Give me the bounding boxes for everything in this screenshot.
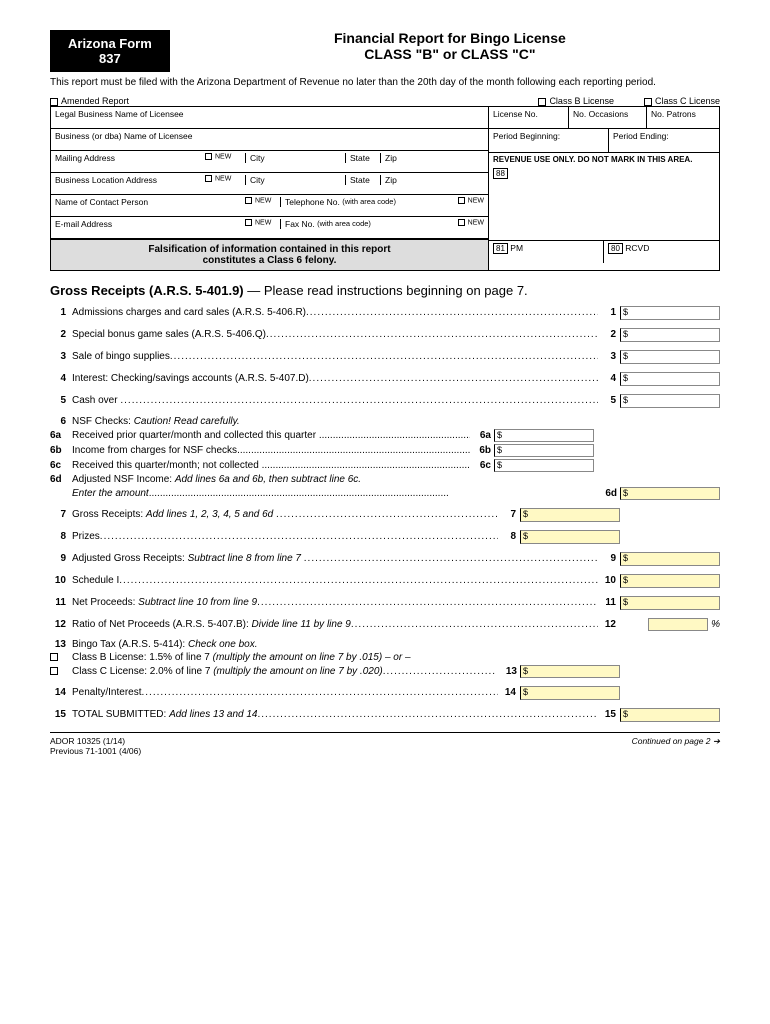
line-7: 7Gross Receipts: Add lines 1, 2, 3, 4, 5… [50,508,720,522]
line-6a: 6aReceived prior quarter/month and colle… [50,429,720,442]
form-state: Arizona Form [68,36,152,51]
header: Arizona Form 837 Financial Report for Bi… [50,30,720,72]
form-badge: Arizona Form 837 [50,30,170,72]
line-6d-desc: 6dAdjusted NSF Income: Add lines 6a and … [50,474,720,485]
line-13-classc-checkbox[interactable] [50,667,58,675]
line-3-amount[interactable]: $ [620,350,720,364]
line-6c: 6cReceived this quarter/month; not colle… [50,459,720,472]
classc-label: Class C License [655,96,720,106]
form-number: 837 [68,51,152,66]
box-88: 88 [493,168,508,179]
title-line2: CLASS "B" or CLASS "C" [180,46,720,62]
legal-name-row[interactable]: Legal Business Name of Licensee [51,107,488,129]
right-panel: License No. No. Occasions No. Patrons Pe… [489,107,719,270]
line-4: 4Interest: Checking/savings accounts (A.… [50,372,720,386]
line-11-amount[interactable]: $ [620,596,720,610]
line-1: 1Admissions charges and card sales (A.R.… [50,306,720,320]
line-5-amount[interactable]: $ [620,394,720,408]
line-13-header: 13Bingo Tax (A.R.S. 5-414): Check one bo… [50,639,720,650]
patrons-label[interactable]: No. Patrons [647,107,719,128]
line-10: 10Schedule I from page 4, line 33 ▶ 10$ [50,574,720,588]
line-9-amount[interactable]: $ [620,552,720,566]
occasions-label[interactable]: No. Occasions [569,107,647,128]
line-6b: 6bIncome from charges for NSF checks 6b$ [50,444,720,457]
line-7-amount[interactable]: $ [520,508,620,522]
period-end-label[interactable]: Period Ending: [609,129,719,152]
email-new-checkbox[interactable] [245,219,252,226]
fax-new-checkbox[interactable] [458,219,465,226]
period-begin-label[interactable]: Period Beginning: [489,129,609,152]
footer-ador: ADOR 10325 (1/14) [50,736,141,746]
line-11: 11Net Proceeds: Subtract line 10 from li… [50,596,720,610]
line-6c-amount[interactable]: $ [494,459,594,472]
location-row[interactable]: Business Location Address NEW City State… [51,173,488,195]
line-4-amount[interactable]: $ [620,372,720,386]
line-15: 15TOTAL SUBMITTED: Add lines 13 and 14 1… [50,708,720,722]
line-1-amount[interactable]: $ [620,306,720,320]
phone-new-checkbox[interactable] [458,197,465,204]
line-8: 8Prizesfrom page 2, line 18 ▶ 8$ [50,530,720,544]
lines-section: 1Admissions charges and card sales (A.R.… [50,306,720,722]
line-13-classb-checkbox[interactable] [50,653,58,661]
line-15-amount[interactable]: $ [620,708,720,722]
line-6-header: 6NSF Checks: Caution! Read carefully. [50,416,720,427]
classb-label: Class B License [549,96,614,106]
line-3: 3Sale of bingo supplies 3$ [50,350,720,364]
line-13-amount[interactable]: $ [520,665,620,678]
line-6d-amount[interactable]: $ [620,487,720,500]
footer-continued: Continued on page 2 ➔ [632,736,720,756]
line-6a-amount[interactable]: $ [494,429,594,442]
line-8-amount[interactable]: $ [520,530,620,544]
line-10-amount[interactable]: $ [620,574,720,588]
contact-new-checkbox[interactable] [245,197,252,204]
line-12: 12Ratio of Net Proceeds (A.R.S. 5-407.B)… [50,618,720,631]
box-81: 81 [493,243,508,254]
line-6b-amount[interactable]: $ [494,444,594,457]
title-line1: Financial Report for Bingo License [180,30,720,46]
amended-label: Amended Report [61,96,129,106]
line-13-classc: Class C License: 2.0% of line 7 (multipl… [50,665,720,678]
line-12-pct[interactable] [648,618,708,631]
classb-checkbox[interactable] [538,98,546,106]
box-80: 80 [608,243,623,254]
mailing-row[interactable]: Mailing Address NEW City State Zip [51,151,488,173]
line-14-amount[interactable]: $ [520,686,620,700]
line-14: 14Penalty/Interestfrom page 2, line 21 ▶… [50,686,720,700]
classc-checkbox[interactable] [644,98,652,106]
line-2: 2Special bonus game sales (A.R.S. 5-406.… [50,328,720,342]
top-checkbox-row: Amended Report Class B License Class C L… [50,96,720,106]
footer-previous: Previous 71-1001 (4/06) [50,746,141,756]
location-new-checkbox[interactable] [205,175,212,182]
revenue-only-label: REVENUE USE ONLY. DO NOT MARK IN THIS AR… [489,153,719,166]
left-panel: Legal Business Name of Licensee Business… [51,107,489,270]
line-5: 5Cash over 5$ [50,394,720,408]
line-6d-enter: Enter the amount 6d$ [50,487,720,500]
email-row[interactable]: E-mail Address NEW Fax No. (with area co… [51,217,488,239]
dba-name-row[interactable]: Business (or dba) Name of Licensee [51,129,488,151]
mailing-new-checkbox[interactable] [205,153,212,160]
line-2-amount[interactable]: $ [620,328,720,342]
main-grid: Legal Business Name of Licensee Business… [50,106,720,271]
falsification-notice: Falsification of information contained i… [51,239,488,270]
line-9: 9Adjusted Gross Receipts: Subtract line … [50,552,720,566]
contact-row[interactable]: Name of Contact Person NEW Telephone No.… [51,195,488,217]
amended-checkbox[interactable] [50,98,58,106]
section-title: Gross Receipts (A.R.S. 5-401.9) — Please… [50,283,720,298]
line-13-classb: Class B License: 1.5% of line 7 (multipl… [50,652,720,663]
license-no-label[interactable]: License No. [489,107,569,128]
title-block: Financial Report for Bingo License CLASS… [180,30,720,72]
subhead: This report must be filed with the Arizo… [50,77,720,88]
footer: ADOR 10325 (1/14) Previous 71-1001 (4/06… [50,732,720,756]
